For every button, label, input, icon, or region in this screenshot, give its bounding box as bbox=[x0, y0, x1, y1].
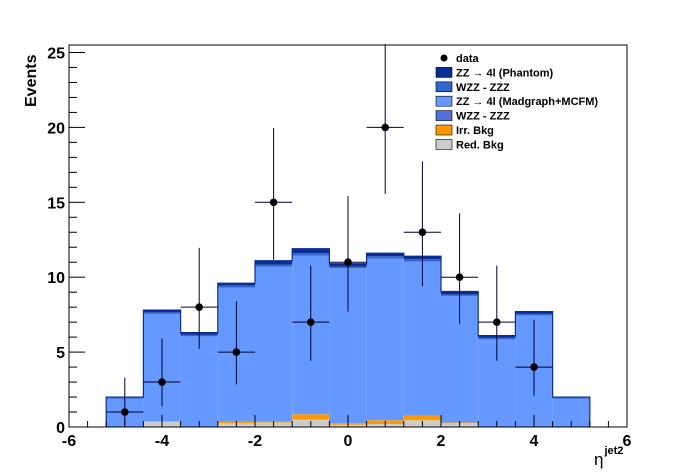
histogram-bar bbox=[143, 312, 181, 314]
x-tick-label: -6 bbox=[62, 433, 76, 450]
data-point bbox=[195, 303, 203, 311]
data-point bbox=[418, 228, 427, 237]
axes: -6 -4 -2 0 2 4 6 0 5 10 15 20 25 bbox=[47, 44, 632, 450]
x-tick-label: 2 bbox=[437, 433, 446, 450]
histogram-bar bbox=[515, 313, 553, 316]
x-axis-title-superscript: jet2 bbox=[603, 445, 623, 457]
data-point bbox=[493, 318, 501, 326]
histogram-bar bbox=[255, 260, 293, 265]
histogram-bar bbox=[255, 266, 293, 422]
legend-label: ZZ → 4l (Madgraph+MCFM) bbox=[456, 96, 598, 108]
legend-swatch bbox=[435, 95, 453, 107]
legend-swatch bbox=[435, 81, 453, 93]
legend-swatch bbox=[435, 67, 453, 78]
legend-swatch bbox=[435, 139, 453, 150]
y-tick-label: 20 bbox=[47, 120, 65, 137]
histogram-bar bbox=[292, 248, 330, 254]
y-tick-label: 25 bbox=[47, 45, 65, 62]
data-point bbox=[158, 378, 166, 386]
data-points bbox=[106, 44, 553, 425]
histogram-bar bbox=[143, 310, 181, 313]
histogram-bar bbox=[217, 285, 255, 288]
y-tick-label: 0 bbox=[56, 420, 65, 437]
histogram-bar bbox=[255, 264, 293, 267]
data-point bbox=[269, 198, 278, 207]
histogram-bar bbox=[403, 415, 441, 421]
x-tick-label: -2 bbox=[248, 433, 262, 450]
x-tick-label: 0 bbox=[344, 433, 353, 450]
legend-label: data bbox=[456, 53, 480, 65]
y-tick-label: 10 bbox=[47, 270, 65, 287]
legend-label: Irr. Bkg bbox=[456, 125, 494, 137]
histogram-bar bbox=[366, 256, 404, 259]
data-point bbox=[307, 318, 315, 326]
data-point bbox=[232, 348, 241, 356]
data-point bbox=[530, 363, 538, 371]
legend-label: Red. Bkg bbox=[456, 139, 504, 151]
histogram-bar bbox=[552, 397, 590, 399]
legend-swatch bbox=[435, 110, 453, 121]
histogram-bar bbox=[180, 336, 218, 427]
legend-label: WZZ - ZZZ bbox=[456, 111, 510, 123]
data-point bbox=[455, 273, 464, 281]
histogram-bar bbox=[366, 258, 404, 421]
legend-swatch bbox=[435, 124, 453, 136]
x-tick-label: 6 bbox=[623, 433, 632, 450]
y-tick-label: 5 bbox=[56, 345, 65, 362]
x-tick-label: 4 bbox=[530, 433, 539, 450]
y-tick-label: 15 bbox=[47, 195, 65, 212]
histogram-bar bbox=[366, 253, 404, 257]
axis-titles: Events ηjet2 bbox=[23, 54, 623, 469]
x-tick-label: -4 bbox=[155, 433, 169, 450]
legend-label: WZZ - ZZZ bbox=[456, 82, 510, 94]
legend-label: ZZ → 4l (Phantom) bbox=[456, 67, 554, 79]
legend: data ZZ → 4l (Phantom) WZZ - ZZZ ZZ → 4l (M… bbox=[435, 53, 598, 151]
y-axis-title: Events bbox=[23, 54, 40, 107]
x-axis-title-main: η bbox=[594, 450, 603, 469]
histogram-bar bbox=[292, 414, 330, 420]
data-point bbox=[121, 408, 129, 416]
data-point bbox=[381, 123, 390, 132]
histogram-bar bbox=[515, 311, 553, 314]
legend-marker bbox=[440, 54, 448, 62]
histogram-bar bbox=[217, 283, 255, 286]
data-point bbox=[344, 258, 352, 267]
histogram-bar bbox=[292, 253, 330, 256]
histogram-bar bbox=[403, 261, 441, 416]
x-axis-title: ηjet2 bbox=[594, 445, 623, 469]
